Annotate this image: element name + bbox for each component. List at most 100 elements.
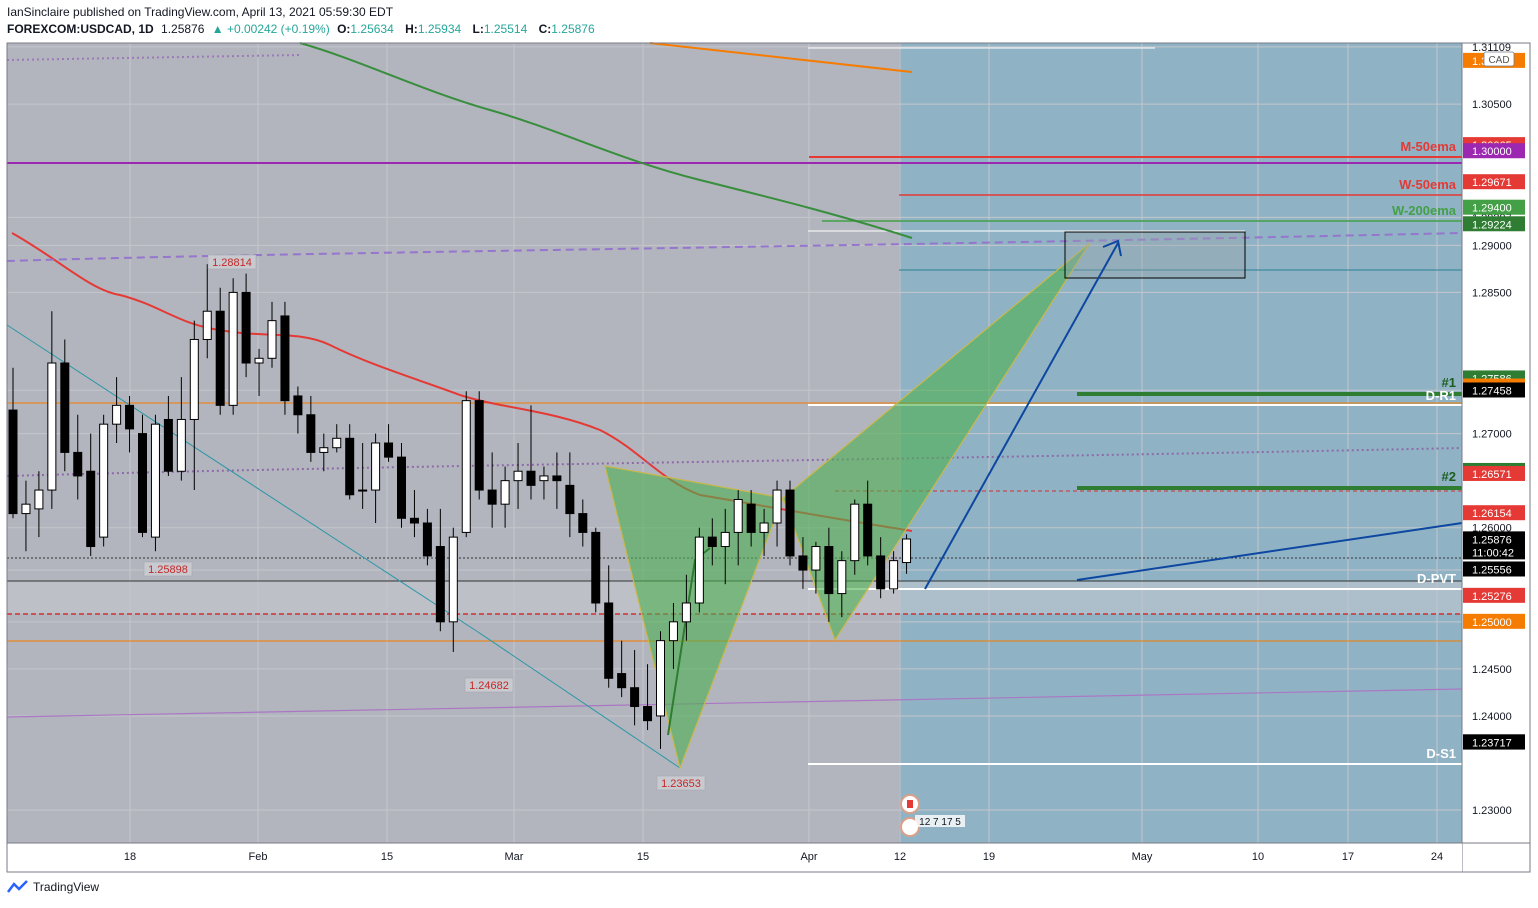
price-tick: 1.24000 (1472, 711, 1512, 723)
candle-down (565, 484, 575, 515)
candle-up (733, 498, 743, 533)
price-badge-bg (1463, 531, 1525, 547)
candle-down (798, 555, 808, 571)
time-tick: May (1132, 851, 1153, 863)
label-low-mar: 1.23653 (661, 778, 701, 790)
time-axis[interactable] (7, 843, 1462, 872)
candle-up (759, 522, 769, 533)
price-badge-bg (1463, 734, 1525, 750)
ema-green-line (299, 42, 913, 239)
label-dr1: D-R1 (1426, 388, 1456, 403)
candle-up (668, 621, 678, 642)
candle-down (746, 503, 756, 533)
candle-down (293, 395, 303, 416)
candle-up (656, 640, 665, 717)
price-badge-bg (1463, 143, 1525, 159)
candle-down (125, 404, 135, 430)
ema-purple-top (6, 54, 301, 61)
footer: TradingView (7, 880, 99, 894)
candle-up (47, 362, 57, 491)
price-badge: 1.29400 (1472, 203, 1512, 215)
price-tick: 1.23000 (1472, 805, 1512, 817)
high-label: H:1.25934 (405, 22, 462, 36)
candle-up (34, 489, 44, 510)
candle-down (824, 546, 834, 595)
candle-down (345, 437, 355, 496)
tradingview-logo-icon[interactable] (7, 880, 29, 894)
candle-down (617, 673, 627, 689)
label-target-2: #2 (1442, 469, 1456, 484)
time-tick: 15 (637, 851, 649, 863)
last-price: 1.25876 (161, 22, 205, 36)
symbol-label[interactable]: FOREXCOM:USDCAD, 1D (7, 22, 154, 36)
projection-arrowhead (1102, 239, 1122, 257)
time-axis-labels: 18 Feb 15 Mar 15 Apr 12 19 May 10 17 24 (124, 851, 1443, 863)
price-badge: 1.29671 (1472, 177, 1512, 189)
price-badge: 1.26571 (1472, 469, 1512, 481)
trendline-teal-2 (477, 631, 681, 769)
countdown-bg (1463, 545, 1525, 560)
trendline-blue (1076, 522, 1463, 581)
price-badge: 1.25876 (1472, 534, 1512, 546)
candle-down (384, 442, 394, 458)
price-badge-bg (1463, 382, 1525, 398)
candle-up (772, 489, 782, 524)
price-tick: 1.31109 (1472, 42, 1511, 54)
candle-down (241, 291, 251, 364)
time-tick: Feb (249, 851, 268, 863)
label-low-jan: 1.25898 (148, 564, 188, 576)
candle-down (280, 315, 290, 402)
brand-label: TradingView (33, 880, 100, 894)
pattern-triangle-bcd (782, 242, 1091, 642)
candle-down (876, 555, 886, 590)
price-change: ▲ +0.00242 (+0.19%) (211, 22, 330, 36)
label-w200ema: W-200ema (1392, 203, 1457, 218)
label-low-jan-bg (143, 561, 193, 577)
candle-up (681, 602, 691, 623)
candle-up (254, 357, 264, 364)
candle-down (397, 456, 406, 519)
time-tick: 15 (381, 851, 393, 863)
candle-up (694, 536, 704, 604)
candle-up (720, 531, 730, 548)
candle-up (99, 423, 109, 538)
label-w50ema: W-50ema (1399, 177, 1457, 192)
candle-up (850, 503, 860, 562)
label-high-jan: 1.28814 (212, 257, 252, 269)
label-m50ema: M-50ema (1400, 139, 1456, 154)
label-target-1: #1 (1442, 375, 1456, 390)
currency-tag-bg (1483, 51, 1515, 67)
candle-down (604, 602, 614, 679)
candle-up (267, 320, 277, 359)
candle-down (163, 418, 173, 472)
open-label: O:1.25634 (337, 22, 394, 36)
time-tick: 18 (124, 851, 136, 863)
candle-down (552, 475, 562, 482)
price-badge: 1.25000 (1472, 617, 1512, 629)
candle-up (228, 291, 238, 406)
candle-down (409, 517, 419, 524)
candle-down (487, 489, 497, 505)
chart-labels: M-50ema W-50ema W-200ema #1D-R1 #2 D-PVT D-S1 1… (143, 139, 1457, 837)
price-tick: 1.28500 (1472, 287, 1512, 299)
time-tick: 19 (983, 851, 995, 863)
candle-up (189, 338, 199, 420)
time-tick: 12 (894, 851, 906, 863)
price-badge-bg (1463, 174, 1525, 190)
candle-down (435, 546, 445, 623)
projection-box (899, 43, 1462, 843)
candle-down (630, 687, 640, 708)
candle-up (902, 538, 912, 564)
candle-up (461, 400, 471, 533)
candle-up (150, 423, 160, 538)
candle-down (863, 503, 873, 557)
price-axis[interactable] (1462, 43, 1530, 843)
candle-up (202, 310, 212, 340)
price-tick: 1.30500 (1472, 99, 1512, 111)
price-axis-labels: 1.230001.240001.245001.250001.255501.260… (1463, 42, 1525, 817)
target-zone-box (1064, 231, 1246, 279)
price-badge: 1.25556 (1472, 564, 1512, 576)
indicator-lines (6, 42, 1463, 769)
label-ds1: D-S1 (1426, 746, 1456, 761)
